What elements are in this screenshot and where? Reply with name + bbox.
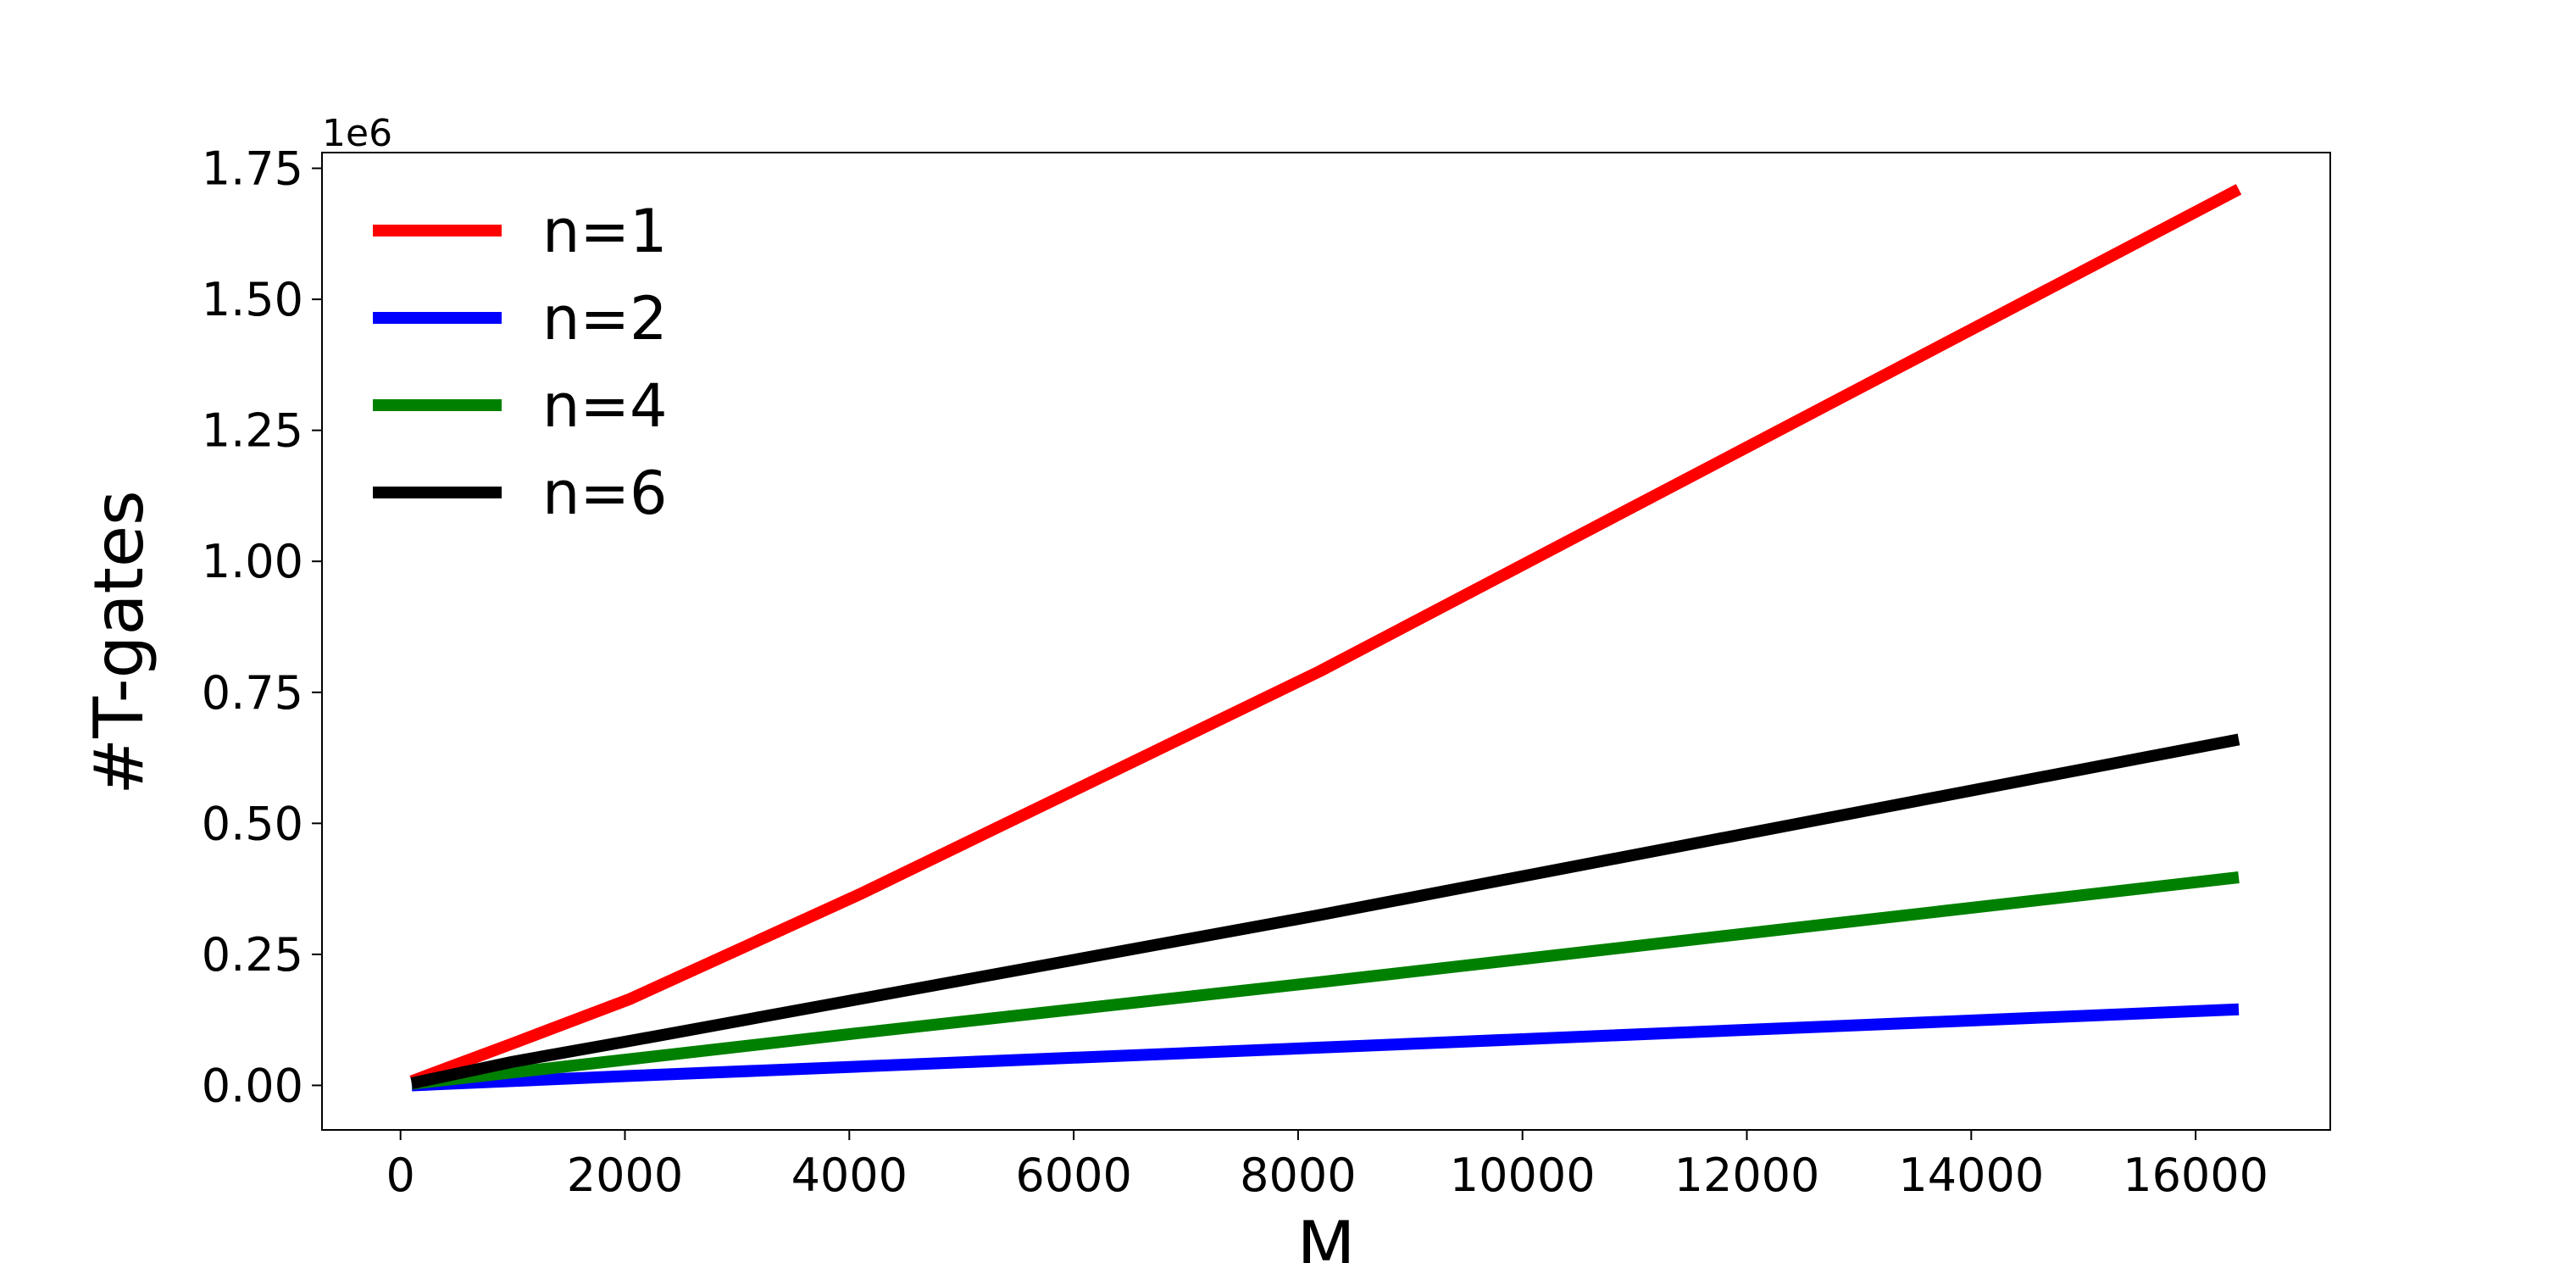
x-tick-label: 2000: [567, 1149, 683, 1202]
y-tick-label: 1.00: [202, 535, 303, 588]
plot-frame: [321, 152, 2331, 1131]
legend-label-n-1: n=1: [542, 197, 668, 266]
legend-label-n-4: n=4: [542, 371, 668, 441]
y-tick-label: 1.75: [202, 142, 303, 196]
x-axis: 0 2000 4000 6000 8000 10000 12000 14000 16000: [386, 1130, 2268, 1202]
y-offset-label: 1e6: [322, 112, 392, 155]
y-tick-label: 1.25: [202, 404, 303, 458]
y-axis: 0.00 0.25 0.50 0.75 1.00 1.25 1.50 1.75: [202, 142, 322, 1112]
x-tick-label: 8000: [1240, 1149, 1356, 1202]
x-tick-label: 16000: [2123, 1149, 2268, 1202]
x-tick-label: 12000: [1674, 1149, 1820, 1202]
series-line-n-2: [411, 1003, 2240, 1092]
y-tick-label: 0.00: [202, 1059, 303, 1112]
x-tick-label: 4000: [791, 1149, 908, 1202]
x-tick-label: 0: [386, 1149, 415, 1202]
x-tick-label: 10000: [1450, 1149, 1596, 1202]
y-tick-label: 0.50: [202, 797, 303, 850]
x-axis-title: M: [1296, 1207, 1355, 1263]
legend-label-n-6: n=6: [542, 459, 668, 528]
x-tick-label: 6000: [1015, 1149, 1131, 1202]
y-tick-label: 0.25: [202, 928, 303, 982]
legend: n=1 n=2 n=4 n=6: [373, 197, 668, 528]
y-tick-label: 0.75: [202, 666, 303, 720]
legend-label-n-2: n=2: [542, 284, 668, 353]
series-layer: [409, 184, 2242, 1092]
x-tick-label: 14000: [1898, 1149, 2044, 1202]
y-axis-title: #T-gates: [80, 490, 158, 795]
series-line-n-1: [409, 184, 2242, 1088]
series-line-n-6: [410, 733, 2240, 1089]
y-tick-label: 1.50: [202, 273, 303, 326]
series-line-n-4: [411, 871, 2240, 1090]
